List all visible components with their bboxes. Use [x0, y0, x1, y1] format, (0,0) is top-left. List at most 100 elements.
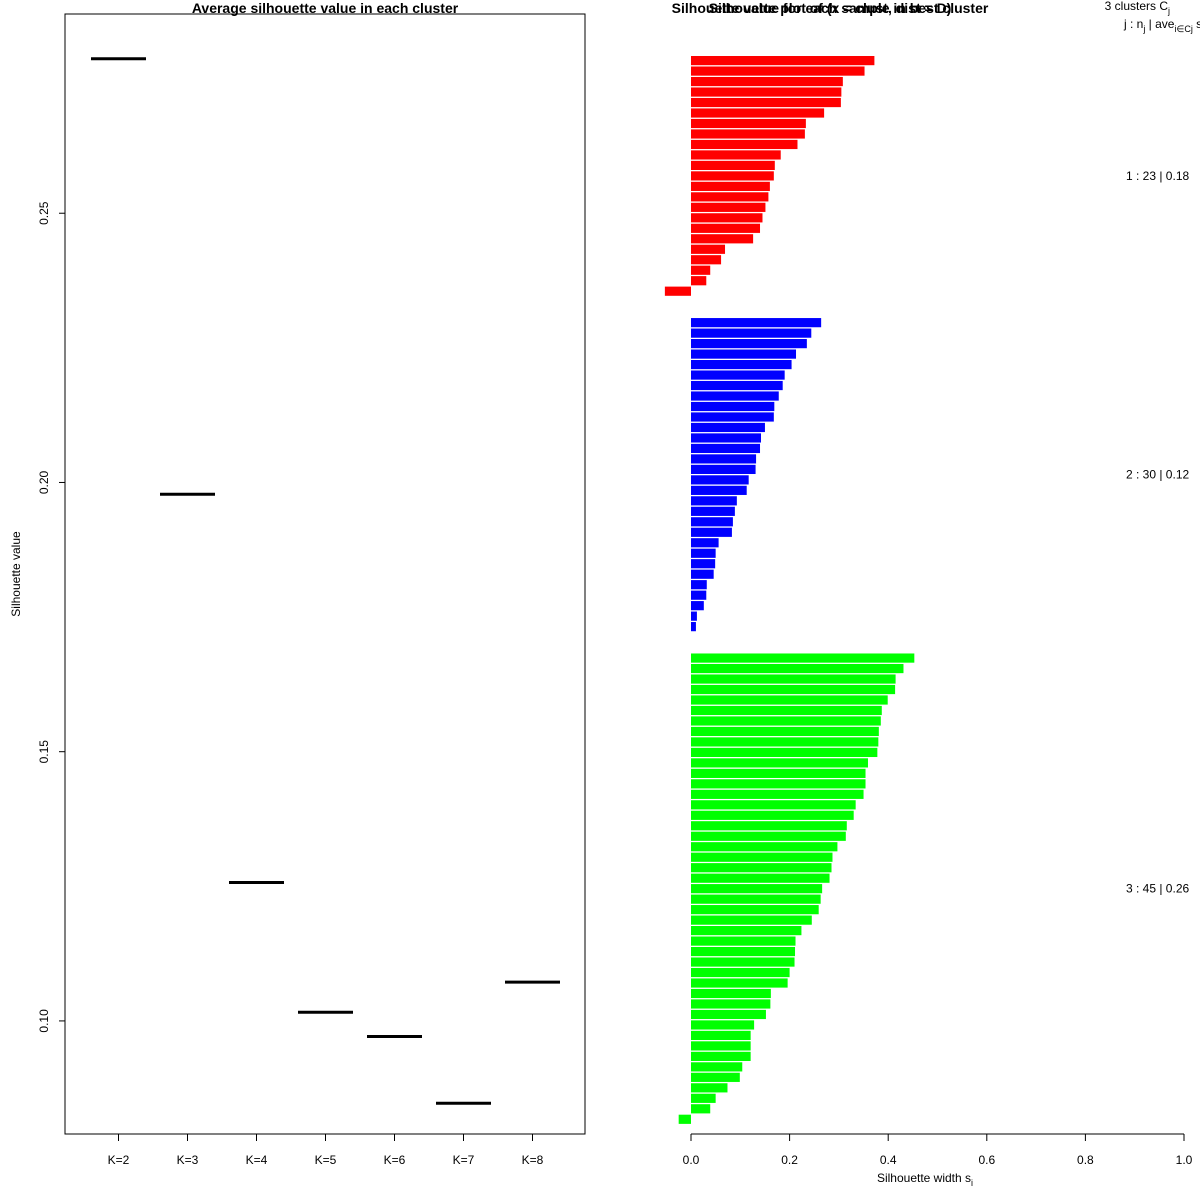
silhouette-bar-cluster-3 [691, 999, 771, 1009]
silhouette-bar-cluster-3 [691, 936, 796, 946]
silhouette-bar-cluster-3 [691, 716, 881, 726]
right-chart-title: Silhouette value for each sample in best… [672, 0, 989, 16]
left-y-axis: 0.10 0.15 0.20 0.25 [37, 201, 66, 1033]
silhouette-bar-cluster-3 [691, 915, 812, 925]
right-x-axis-label: Silhouette width si [877, 1171, 973, 1188]
silhouette-bar-cluster-2 [691, 496, 737, 506]
silhouette-bar-cluster-3 [691, 1062, 743, 1072]
left-x-tick-label: K=4 [246, 1153, 268, 1167]
right-x-label-text: Silhouette width s [877, 1171, 971, 1185]
silhouette-bar-cluster-2 [691, 370, 785, 380]
silhouette-bar-cluster-1 [664, 286, 691, 296]
silhouette-bar-cluster-1 [691, 76, 843, 87]
silhouette-bar-cluster-2 [691, 349, 797, 359]
silhouette-bar-cluster-2 [691, 318, 822, 328]
silhouette-bar-cluster-1 [691, 223, 761, 233]
header-line2-n: j : n [1123, 17, 1143, 31]
silhouette-bar-cluster-3 [691, 1072, 740, 1082]
silhouette-bar-cluster-2 [691, 622, 696, 632]
right-x-tick-label: 0.8 [1077, 1153, 1094, 1167]
silhouette-bar-cluster-2 [691, 422, 765, 433]
silhouette-bar-cluster-1 [691, 56, 875, 66]
silhouette-bar-cluster-3 [691, 978, 788, 988]
silhouette-bar-cluster-3 [691, 905, 819, 915]
silhouette-bar-cluster-1 [691, 265, 711, 275]
left-x-axis: K=2 K=3 K=4 K=5 K=6 K=7 K=8 [108, 1134, 544, 1167]
silhouette-bar-cluster-1 [691, 118, 806, 129]
silhouette-bar-cluster-2 [691, 412, 774, 422]
silhouette-bar-cluster-3 [691, 831, 846, 841]
silhouette-bar-cluster-3 [691, 695, 888, 705]
header-line2-ave: | ave [1145, 17, 1174, 31]
header-line2-ave-sub: i∈Cj [1174, 24, 1192, 34]
silhouette-bar-cluster-2 [691, 569, 714, 579]
silhouette-bar-cluster-2 [691, 538, 719, 548]
silhouette-bar-cluster-1 [691, 150, 781, 160]
silhouette-bar-cluster-3 [691, 821, 847, 831]
silhouette-bar-cluster-1 [691, 87, 842, 97]
silhouette-bar-cluster-2 [691, 464, 756, 474]
left-y-tick-label: 0.25 [37, 201, 51, 225]
silhouette-header-line1: 3 clusters Cj [1105, 0, 1170, 16]
silhouette-bar-cluster-2 [691, 517, 733, 527]
left-y-tick-label: 0.20 [37, 470, 51, 494]
silhouette-bar-cluster-2 [691, 580, 707, 590]
silhouette-bar-cluster-2 [691, 611, 697, 621]
silhouette-bar-cluster-1 [691, 171, 774, 181]
right-x-label-sub: i [971, 1178, 973, 1188]
silhouette-bar-cluster-3 [691, 988, 771, 999]
silhouette-bar-cluster-2 [691, 590, 707, 600]
cluster-summary-3: 3 : 45 | 0.26 [1126, 882, 1189, 896]
silhouette-bar-cluster-3 [691, 1093, 716, 1103]
silhouette-bar-cluster-3 [691, 684, 896, 695]
silhouette-bar-cluster-2 [691, 527, 732, 537]
header-line2-n-sub: j [1142, 24, 1145, 34]
right-chart: Silhouette plot of (x = clust, dist = D)… [664, 0, 1200, 1188]
left-x-tick-label: K=5 [315, 1153, 337, 1167]
silhouette-bar-cluster-1 [691, 276, 707, 286]
silhouette-bar-cluster-1 [691, 234, 754, 244]
silhouette-bar-cluster-3 [691, 926, 802, 936]
silhouette-bar-cluster-2 [691, 433, 762, 443]
silhouette-bar-cluster-3 [691, 1104, 711, 1114]
left-x-tick-label: K=7 [453, 1153, 475, 1167]
silhouette-bar-cluster-3 [691, 705, 882, 716]
silhouette-bar-cluster-2 [691, 559, 716, 569]
left-plot-frame [64, 13, 586, 1135]
right-chart-title-overlap: Silhouette plot of (x = clust, dist = D) [709, 0, 952, 16]
header-line1-sub: j [1167, 6, 1170, 16]
right-x-tick-label: 1.0 [1176, 1153, 1193, 1167]
silhouette-bar-cluster-3 [691, 674, 896, 684]
silhouette-bar-cluster-3 [691, 1083, 728, 1093]
silhouette-bar-cluster-1 [691, 181, 770, 191]
right-x-tick-label: 0.2 [781, 1153, 798, 1167]
silhouette-bar-cluster-3 [691, 873, 830, 883]
silhouette-bar-cluster-3 [691, 810, 854, 820]
silhouette-bar-cluster-3 [691, 894, 821, 904]
silhouette-bar-cluster-3 [691, 779, 866, 789]
silhouette-bar-cluster-3 [691, 1009, 766, 1020]
silhouette-bar-cluster-1 [691, 129, 805, 139]
silhouette-bar-cluster-2 [691, 443, 761, 454]
silhouette-bar-cluster-3 [691, 737, 879, 747]
silhouette-bar-cluster-3 [691, 946, 796, 957]
silhouette-bar-cluster-3 [691, 747, 878, 758]
left-chart-title: Average silhouette value in each cluster [192, 0, 459, 16]
left-y-tick-label: 0.15 [37, 740, 51, 764]
left-y-axis-label: Silhouette value [9, 531, 23, 617]
silhouette-bar-cluster-3 [691, 1041, 751, 1051]
silhouette-header-line2: j : nj | avei∈Cj s [1123, 17, 1200, 34]
silhouette-bar-cluster-2 [691, 475, 749, 485]
left-x-tick-label: K=2 [108, 1153, 130, 1167]
silhouette-bar-cluster-1 [691, 160, 775, 171]
silhouette-bar-cluster-3 [691, 957, 795, 967]
silhouette-bar-cluster-1 [691, 66, 865, 76]
silhouette-bar-cluster-3 [691, 726, 879, 737]
silhouette-bar-cluster-3 [691, 653, 915, 663]
silhouette-bar-cluster-1 [691, 139, 798, 150]
silhouette-bar-cluster-1 [691, 202, 766, 212]
silhouette-bar-cluster-2 [691, 380, 783, 391]
silhouette-bar-cluster-2 [691, 359, 792, 370]
cluster-summary-labels: 1 : 23 | 0.18 2 : 30 | 0.12 3 : 45 | 0.26 [1126, 169, 1189, 896]
